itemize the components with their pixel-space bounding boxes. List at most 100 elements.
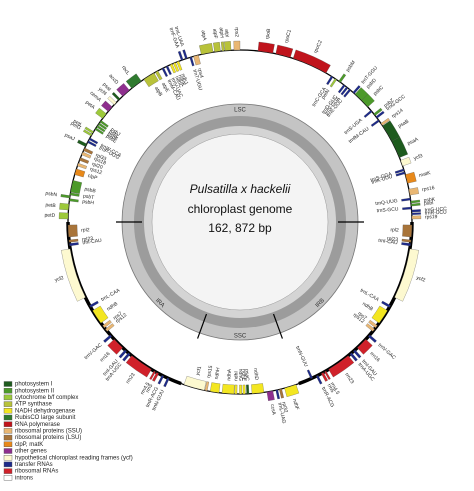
gene-label: rbcL: [120, 65, 131, 77]
gene-block: [111, 92, 121, 101]
gene-block: [395, 171, 406, 177]
gene-block: [410, 202, 421, 207]
gene-block: [70, 180, 82, 194]
gene-label: rps12: [89, 166, 103, 176]
gene-block: [95, 107, 107, 119]
region-boundary: [197, 313, 208, 339]
gene-label: rpoC2: [313, 39, 324, 54]
gene-block: [118, 349, 127, 359]
gene-block: [368, 334, 377, 343]
gene-block: [370, 119, 380, 127]
gene-block: [316, 375, 323, 385]
gene-block: [266, 390, 275, 401]
gene-block: [81, 151, 92, 159]
gene-label: atpA: [199, 30, 207, 42]
gene-label: petG: [69, 121, 81, 132]
gene-label: psaJ: [63, 132, 76, 142]
legend-label: RubisCO large subunit: [15, 415, 76, 421]
gene-label: rpl2: [81, 227, 90, 233]
gene-block: [326, 75, 334, 86]
gene-block: [251, 383, 265, 394]
legend-label: ribosomal RNAs: [15, 469, 58, 475]
gene-label: ycf2: [415, 275, 426, 284]
gene-block: [143, 72, 159, 88]
gene-block: [279, 388, 284, 399]
gene-label: trnL-UAG: [276, 402, 286, 424]
gene-label: atpI: [223, 29, 230, 38]
gene-block: [79, 157, 90, 164]
gene-label: trnT-UGU: [191, 69, 203, 92]
legend-label: photosystem II: [15, 388, 54, 394]
gene-block: [394, 248, 419, 302]
gene-block: [74, 168, 86, 178]
gene-block: [410, 199, 421, 204]
gene-block: [176, 61, 183, 71]
gene-label: ycf2: [54, 275, 65, 284]
gene-block: [411, 215, 422, 220]
gene-label: clpP: [87, 173, 99, 182]
gene-label: rpl20: [91, 161, 104, 171]
gene-block: [77, 139, 87, 147]
gene-label: ycf1: [195, 365, 203, 376]
gene-block: [411, 212, 421, 215]
gene-block: [368, 319, 378, 329]
gene-block: [98, 122, 107, 130]
legend-swatch: [3, 468, 13, 474]
legend-label: other genes: [15, 449, 47, 455]
gene-block: [58, 212, 69, 220]
gene-block: [352, 85, 361, 94]
gene-block: [84, 126, 94, 134]
gene-block: [391, 136, 408, 158]
gene-label: psaA: [407, 136, 420, 147]
gene-label: rps16: [422, 185, 436, 193]
gene-label: trnI-CAU: [378, 238, 398, 247]
gene-block: [193, 54, 201, 66]
genome-subtitle: chloroplast genome: [188, 202, 293, 216]
legend-swatch: [3, 461, 13, 468]
gene-block: [69, 198, 79, 203]
gene-block: [94, 127, 104, 135]
gene-label: rps18: [93, 156, 107, 167]
legend-swatch: [3, 455, 13, 461]
gene-label: trnQ-UUG: [375, 198, 398, 207]
gene-label: ndhA: [226, 368, 233, 381]
region-label: IRA: [154, 298, 165, 309]
gene-block: [357, 339, 373, 355]
gene-block: [157, 375, 164, 385]
gene-label: rpl23: [387, 236, 399, 243]
gene-label: psbF: [106, 131, 119, 142]
gene-block: [189, 56, 195, 67]
gene-block: [177, 51, 184, 61]
gene-block: [88, 137, 99, 145]
gene-label: psbZ: [383, 98, 395, 110]
gene-label: ccsA: [269, 404, 277, 416]
gene-label: ndhF: [291, 398, 300, 411]
gene-block: [401, 238, 412, 243]
gene-label: petB: [45, 202, 56, 209]
gene-block: [213, 42, 221, 53]
gene-block: [371, 305, 388, 324]
gene-block: [221, 383, 235, 395]
gene-block: [60, 194, 71, 199]
legend-swatch: [3, 394, 13, 401]
gene-label: trnN-GUU: [294, 345, 309, 368]
gene-block: [83, 147, 94, 155]
legend-label: cytochrome b/f complex: [15, 395, 78, 401]
gene-label: rpoC1: [284, 29, 293, 44]
gene-label: ndhG: [237, 369, 243, 381]
gene-label: psbL: [108, 129, 121, 140]
gene-label: rpl23: [82, 236, 94, 243]
gene-label: psbH: [82, 199, 95, 207]
gene-block: [163, 377, 170, 388]
legend-swatch: [3, 401, 13, 407]
gene-block: [59, 202, 70, 211]
legend-label: hypothetical chloroplast reading frames …: [15, 455, 133, 461]
gene-block: [182, 49, 188, 60]
gene-block: [102, 319, 112, 329]
gene-label: trnS-GCU: [376, 206, 399, 214]
organism-name: Pulsatilla x hackelii: [190, 182, 291, 196]
gene-label: psaC: [243, 369, 250, 381]
gene-label: rps7: [356, 311, 368, 322]
gene-block: [105, 323, 115, 332]
